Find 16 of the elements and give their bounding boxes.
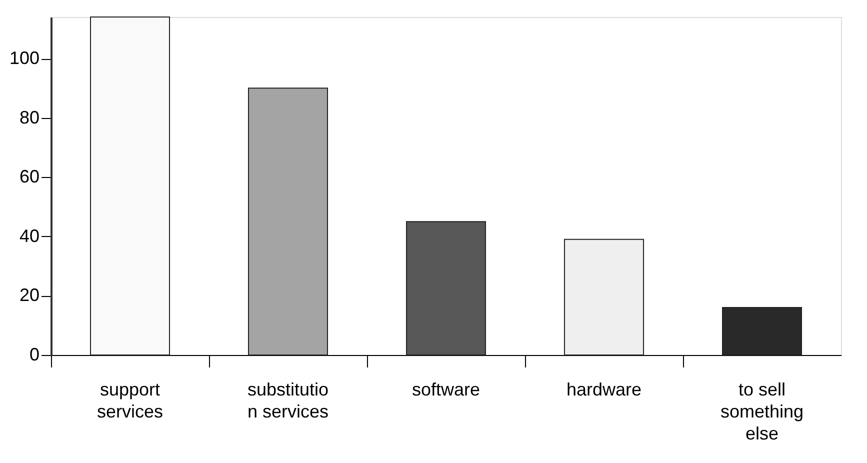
bar <box>564 238 644 356</box>
bar <box>406 221 486 356</box>
y-tick-label: 80 <box>19 107 40 128</box>
y-tick-label: 20 <box>19 285 40 306</box>
x-tick-label: hardware <box>566 380 642 400</box>
bar <box>722 307 802 356</box>
bar <box>90 16 170 356</box>
y-tick-label: 100 <box>9 48 40 68</box>
x-tick-label: software <box>412 380 480 400</box>
x-tick-label: substitution services <box>247 380 329 422</box>
bar <box>248 88 328 356</box>
y-tick-label: 60 <box>19 166 40 187</box>
y-tick-label: 0 <box>29 344 40 364</box>
x-tick-label: to sell something else <box>720 380 804 444</box>
y-tick-label: 40 <box>19 226 40 246</box>
x-tick-label: support services <box>96 380 164 422</box>
